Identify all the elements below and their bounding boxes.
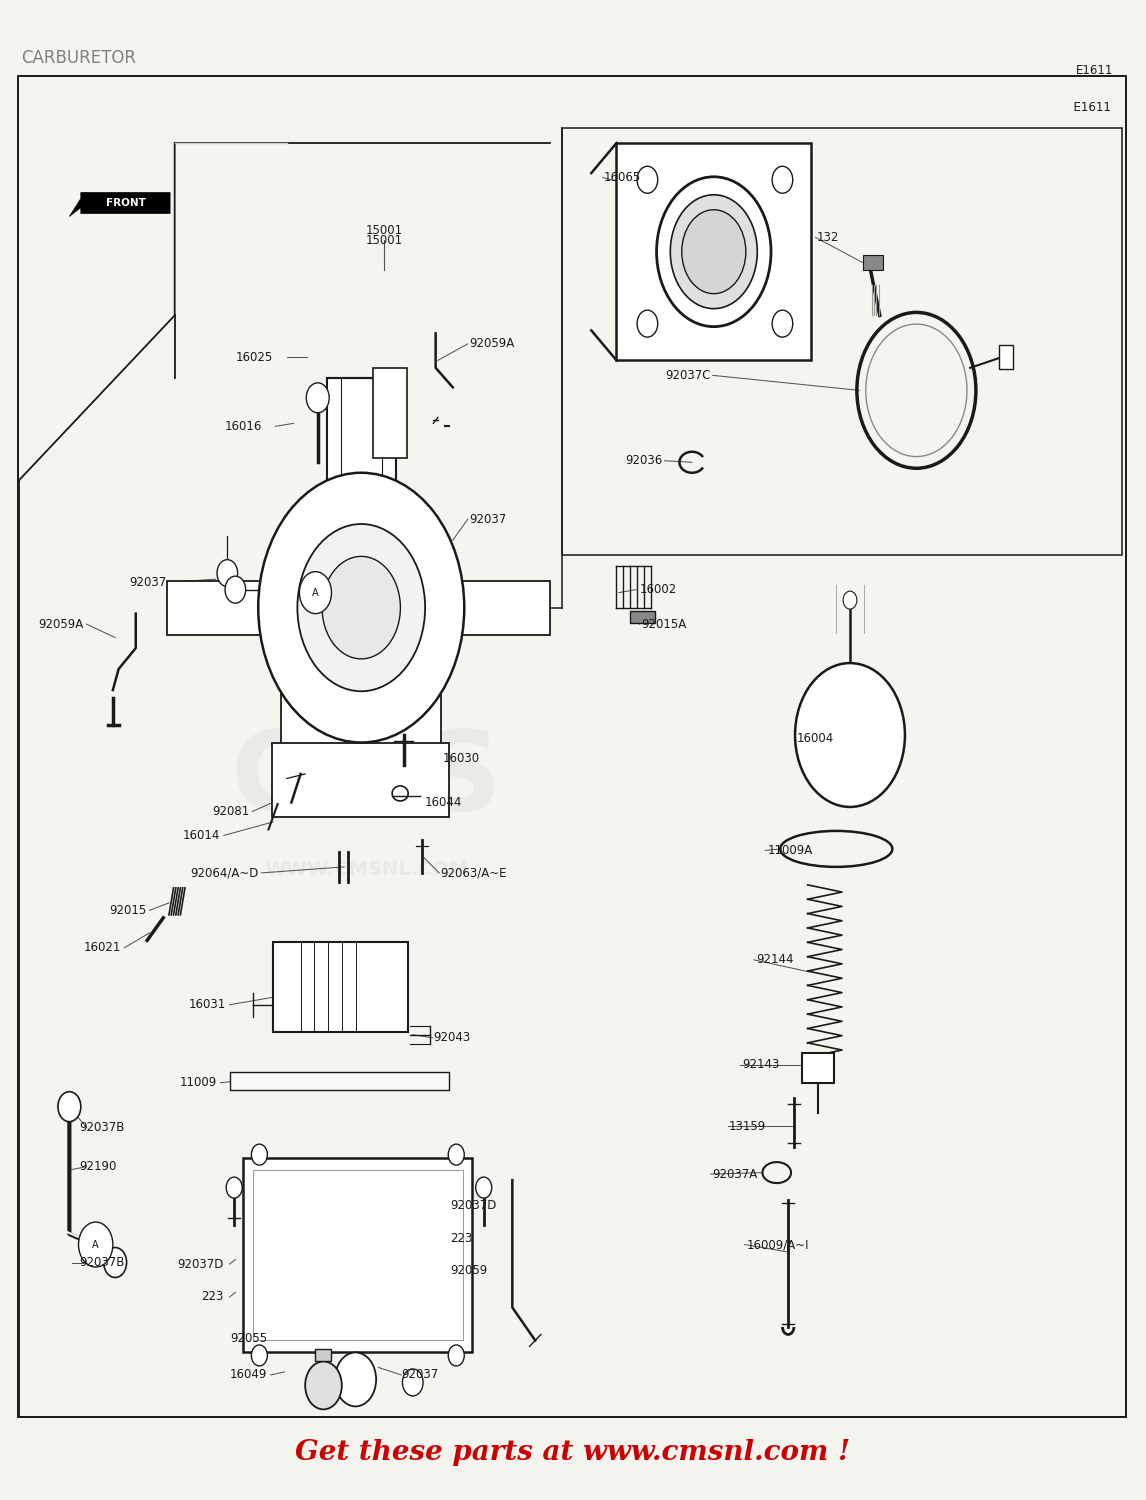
Circle shape — [448, 1144, 464, 1166]
Text: E1611: E1611 — [1066, 100, 1110, 114]
Bar — [617, 142, 811, 360]
Circle shape — [670, 195, 758, 309]
Circle shape — [225, 576, 245, 603]
Text: 92190: 92190 — [80, 1160, 117, 1173]
Text: 92143: 92143 — [743, 1058, 779, 1071]
Circle shape — [299, 572, 331, 614]
Text: 92037B: 92037B — [80, 1120, 125, 1134]
Circle shape — [772, 166, 793, 194]
Bar — [315, 1350, 331, 1362]
Text: 16025: 16025 — [236, 351, 273, 364]
Text: 13159: 13159 — [729, 1119, 766, 1132]
Text: 92059A: 92059A — [38, 618, 84, 630]
Text: 92037B: 92037B — [80, 1256, 125, 1269]
Text: 92059: 92059 — [450, 1263, 488, 1276]
Text: 92063/A~E: 92063/A~E — [440, 867, 507, 879]
Circle shape — [251, 1144, 267, 1166]
Circle shape — [402, 1370, 423, 1396]
Text: 92036: 92036 — [625, 454, 662, 468]
Text: 11009: 11009 — [180, 1076, 217, 1089]
Text: 16021: 16021 — [84, 942, 120, 954]
Text: 92037: 92037 — [401, 1368, 439, 1382]
Text: Get these parts at www.cmsnl.com !: Get these parts at www.cmsnl.com ! — [296, 1440, 850, 1467]
Circle shape — [682, 210, 746, 294]
Bar — [562, 128, 1122, 555]
Text: 16049: 16049 — [230, 1368, 267, 1382]
Circle shape — [772, 310, 793, 338]
Text: 16009/A~I: 16009/A~I — [747, 1238, 809, 1251]
Text: A: A — [93, 1239, 99, 1250]
Bar — [802, 1053, 834, 1083]
Text: 92037: 92037 — [469, 513, 507, 525]
Bar — [999, 345, 1013, 369]
Text: 92015: 92015 — [109, 904, 146, 916]
Bar — [18, 75, 1125, 1417]
Text: 16004: 16004 — [796, 732, 833, 744]
Text: 16002: 16002 — [639, 584, 676, 596]
Circle shape — [226, 1178, 242, 1198]
Bar — [273, 942, 408, 1032]
Bar — [252, 1170, 463, 1341]
Text: CARBURETOR: CARBURETOR — [22, 48, 136, 66]
Text: WWW.CMSNL.COM: WWW.CMSNL.COM — [265, 861, 469, 879]
Text: 223: 223 — [202, 1290, 223, 1304]
Text: 92037: 92037 — [129, 576, 166, 588]
Text: 15001: 15001 — [366, 234, 402, 248]
Text: E1611: E1611 — [1076, 63, 1113, 76]
Circle shape — [217, 560, 237, 586]
Circle shape — [335, 1353, 376, 1407]
Circle shape — [297, 524, 425, 692]
Circle shape — [79, 1222, 112, 1268]
Circle shape — [657, 177, 771, 327]
Text: 92037A: 92037A — [713, 1167, 758, 1180]
Text: 92037D: 92037D — [178, 1257, 223, 1270]
Circle shape — [476, 1178, 492, 1198]
Text: FRONT: FRONT — [105, 198, 146, 208]
Circle shape — [637, 310, 658, 338]
Text: 92081: 92081 — [212, 806, 249, 818]
Bar — [630, 610, 656, 622]
Circle shape — [306, 382, 329, 412]
Bar — [372, 368, 407, 458]
Text: 223: 223 — [450, 1232, 473, 1245]
Text: 92059A: 92059A — [469, 338, 515, 351]
Polygon shape — [70, 192, 170, 216]
Text: 92043: 92043 — [433, 1030, 471, 1044]
Circle shape — [58, 1092, 81, 1122]
Circle shape — [258, 472, 464, 742]
Text: 92037C: 92037C — [665, 369, 711, 382]
Text: 16065: 16065 — [604, 171, 641, 184]
Circle shape — [251, 1346, 267, 1366]
Bar — [327, 378, 395, 480]
Text: A: A — [312, 588, 319, 597]
Text: 132: 132 — [817, 231, 839, 244]
Circle shape — [305, 1362, 342, 1410]
Circle shape — [843, 591, 857, 609]
Circle shape — [448, 1346, 464, 1366]
Text: 16014: 16014 — [183, 830, 220, 842]
Bar — [281, 668, 441, 750]
Text: 11009A: 11009A — [768, 844, 813, 856]
Text: 16016: 16016 — [225, 420, 261, 434]
Bar — [458, 580, 550, 634]
Circle shape — [103, 1248, 126, 1278]
Bar — [863, 255, 884, 270]
Text: 16031: 16031 — [189, 999, 226, 1011]
Bar — [229, 1072, 449, 1090]
Text: CMS: CMS — [230, 726, 503, 834]
Text: 92055: 92055 — [230, 1332, 267, 1346]
Circle shape — [637, 166, 658, 194]
Circle shape — [795, 663, 905, 807]
Bar — [272, 742, 449, 818]
Text: 16044: 16044 — [424, 796, 462, 808]
Text: 92037D: 92037D — [450, 1198, 497, 1212]
Bar — [166, 580, 261, 634]
Bar — [243, 1158, 472, 1353]
Text: 92015A: 92015A — [642, 618, 686, 630]
Text: 16030: 16030 — [442, 753, 480, 765]
Text: 92064/A~D: 92064/A~D — [190, 867, 258, 879]
Text: 92144: 92144 — [756, 954, 794, 966]
Circle shape — [322, 556, 400, 658]
Text: 15001: 15001 — [366, 225, 402, 237]
